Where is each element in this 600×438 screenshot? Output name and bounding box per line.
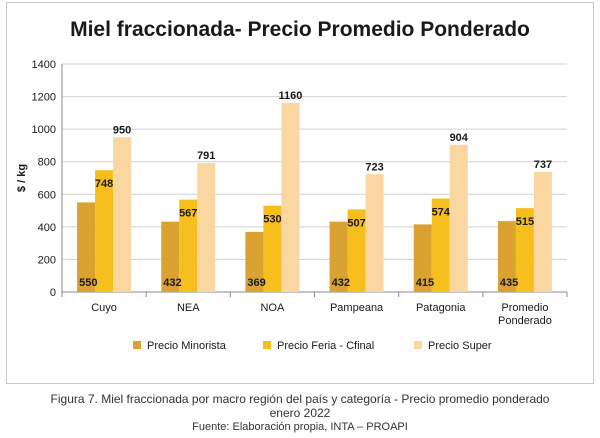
- legend-swatch: [414, 341, 422, 349]
- legend-label: Precio Super: [428, 340, 492, 352]
- bar: [263, 205, 282, 292]
- y-tick-label: 1200: [32, 92, 56, 104]
- chart-frame: Miel fraccionada- Precio Promedio Ponder…: [6, 2, 594, 384]
- data-label: 432: [163, 277, 181, 289]
- x-tick-label: Cuyo: [91, 302, 117, 314]
- y-tick-label: 400: [38, 222, 56, 234]
- data-label: 574: [432, 207, 451, 219]
- bar: [113, 137, 132, 292]
- x-tick-label: Patagonia: [416, 302, 466, 314]
- y-tick-label: 800: [38, 157, 56, 169]
- bars: [77, 103, 552, 292]
- data-label: 950: [113, 124, 131, 136]
- bar: [533, 171, 552, 292]
- grid-lines: [62, 63, 567, 260]
- bar: [329, 221, 348, 292]
- data-label: 1160: [278, 90, 302, 102]
- data-label: 791: [197, 150, 215, 162]
- legend-swatch: [133, 341, 141, 349]
- bar-chart: Miel fraccionada- Precio Promedio Ponder…: [16, 18, 568, 352]
- y-tick-label: 0: [50, 287, 56, 299]
- tick-labels: 0 200 400 600 800 1000 1200 1400 Cuyo NEA NOA Pampe…: [32, 59, 552, 327]
- data-label: 904: [450, 132, 469, 144]
- x-tick-label: Pampeana: [330, 302, 384, 314]
- figure-caption: Figura 7. Miel fraccionada por macro reg…: [50, 392, 550, 406]
- data-label: 748: [95, 178, 113, 190]
- legend-swatch: [263, 341, 271, 349]
- bar: [197, 163, 216, 292]
- data-label: 567: [179, 208, 197, 220]
- bar: [497, 221, 516, 292]
- data-label: 550: [79, 277, 97, 289]
- legend: Precio Minorista Precio Feria - Cfinal Pre…: [133, 340, 492, 352]
- figure-caption-date: enero 2022: [269, 406, 331, 420]
- data-label: 415: [416, 277, 434, 289]
- bar: [515, 208, 534, 292]
- y-tick-label: 200: [38, 254, 56, 266]
- axes: [61, 64, 568, 297]
- data-label: 515: [516, 216, 534, 228]
- x-tick-label: Ponderado: [498, 315, 552, 327]
- x-tick-label: Promedio: [501, 302, 548, 314]
- bar: [281, 103, 300, 292]
- bar: [365, 174, 384, 292]
- data-label: 507: [347, 217, 365, 229]
- data-label: 723: [365, 161, 383, 173]
- bar: [245, 231, 264, 292]
- y-tick-label: 1000: [32, 124, 56, 136]
- bar: [449, 144, 468, 292]
- data-label: 737: [534, 159, 552, 171]
- bar: [161, 221, 180, 292]
- bar: [431, 198, 450, 292]
- data-label: 530: [263, 214, 281, 226]
- x-tick-label: NEA: [177, 302, 200, 314]
- data-labels: 550 748 950 432 567 791 369 530 1160 432 507 723 415…: [79, 90, 552, 289]
- chart-title: Miel fraccionada- Precio Promedio Ponder…: [70, 18, 530, 41]
- legend-label: Precio Feria - Cfinal: [277, 340, 374, 352]
- x-tick-label: NOA: [260, 302, 285, 314]
- bar: [347, 209, 366, 292]
- bar: [95, 170, 114, 292]
- y-axis-label: $ / kg: [16, 164, 28, 192]
- data-label: 435: [500, 277, 518, 289]
- bar: [77, 202, 96, 292]
- figure-source: Fuente: Elaboración propia, INTA – PROAP…: [192, 421, 408, 433]
- bar: [179, 199, 198, 292]
- data-label: 432: [332, 277, 350, 289]
- y-tick-label: 1400: [32, 59, 56, 71]
- data-label: 369: [247, 277, 265, 289]
- legend-label: Precio Minorista: [147, 340, 227, 352]
- bar: [413, 224, 432, 292]
- y-tick-label: 600: [38, 189, 56, 201]
